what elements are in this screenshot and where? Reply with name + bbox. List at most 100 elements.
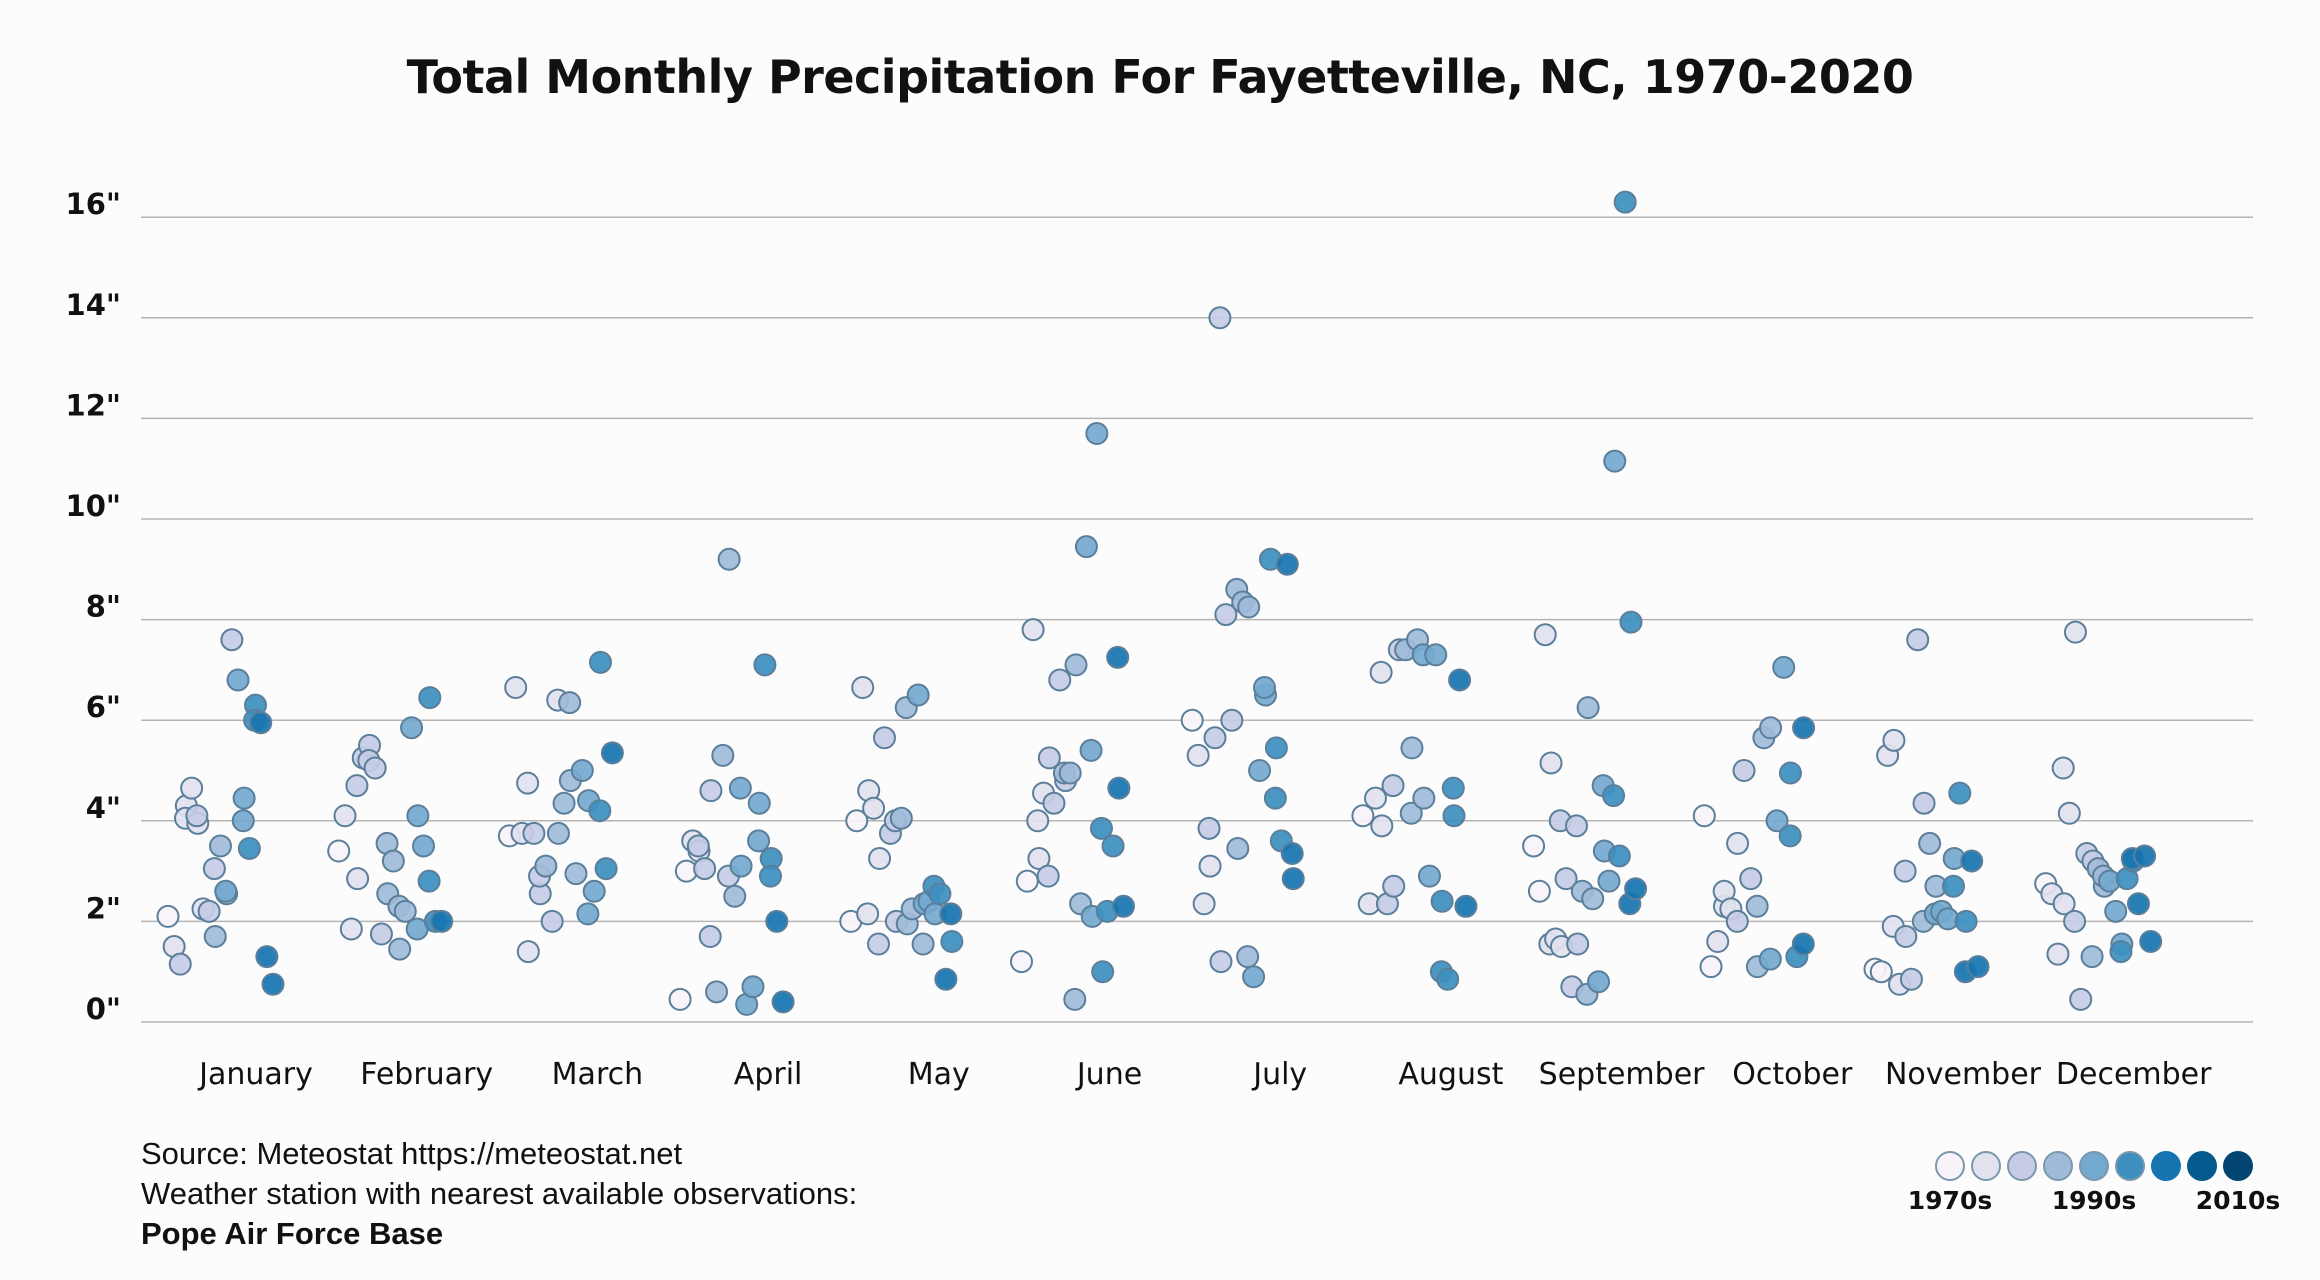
data-point [180, 776, 204, 800]
data-point [1792, 716, 1816, 740]
data-point [717, 547, 741, 571]
data-point [1758, 947, 1782, 971]
data-point [1966, 955, 1990, 979]
data-point [400, 716, 424, 740]
data-point [1522, 834, 1546, 858]
x-tick-label: May [908, 1057, 970, 1092]
x-tick-label: July [1251, 1057, 1307, 1092]
data-point [411, 834, 435, 858]
data-point [906, 683, 930, 707]
y-tick-label: 4" [86, 791, 121, 825]
data-point [1869, 960, 1893, 984]
data-point [1237, 595, 1261, 619]
data-point [1010, 950, 1033, 974]
legend-label-1970s: 1970s [1907, 1186, 1993, 1215]
data-point [1941, 874, 1965, 898]
y-tick-label: 6" [86, 690, 121, 724]
data-point [934, 967, 958, 991]
data-point [1214, 603, 1238, 627]
data-point [261, 972, 285, 996]
data-point [1587, 970, 1611, 994]
data-point [1607, 844, 1631, 868]
data-point [1624, 877, 1648, 901]
data-point [1732, 759, 1756, 782]
data-point [1725, 909, 1749, 933]
data-point [2069, 987, 2093, 1011]
data-point [232, 786, 256, 810]
data-point [1197, 816, 1221, 840]
data-point [220, 628, 244, 652]
data-point [1248, 759, 1272, 782]
data-point [1280, 841, 1304, 865]
legend-swatch [1971, 1151, 2001, 1181]
data-point [1906, 628, 1930, 652]
data-point [1772, 655, 1796, 679]
data-point [868, 847, 892, 871]
data-point [1912, 791, 1936, 815]
data-point [197, 899, 221, 923]
legend-swatch [2187, 1151, 2217, 1181]
data-point [346, 867, 370, 891]
data-point [1089, 816, 1113, 840]
data-point [393, 899, 417, 923]
data-point [845, 809, 869, 833]
data-point [1399, 801, 1423, 825]
data-point [1364, 786, 1388, 810]
data-point [226, 668, 250, 692]
data-point [1894, 924, 1918, 948]
legend-swatch [2043, 1151, 2073, 1181]
y-tick-label: 10" [66, 489, 121, 523]
x-tick-label: August [1398, 1057, 1503, 1092]
data-point [381, 849, 405, 873]
x-tick-label: January [197, 1057, 313, 1092]
data-point [729, 854, 753, 878]
data-point [2109, 940, 2133, 964]
data-point [698, 924, 722, 948]
data-point [686, 834, 710, 858]
data-point [723, 884, 747, 908]
data-point [2080, 945, 2104, 969]
data-point [1101, 834, 1125, 858]
data-point [1893, 859, 1917, 883]
data-point [753, 653, 777, 677]
data-point [1382, 874, 1406, 898]
data-point [1400, 736, 1424, 760]
y-tick-label: 0" [86, 992, 121, 1026]
data-point [1203, 726, 1227, 750]
x-tick-label: March [552, 1057, 643, 1092]
station-note: Weather station with nearest available o… [141, 1176, 858, 1211]
data-point [327, 839, 351, 863]
data-point [867, 932, 891, 956]
data-point [1448, 668, 1472, 692]
x-tick-label: December [2056, 1057, 2212, 1092]
data-point [1597, 869, 1621, 893]
data-point [1079, 738, 1103, 762]
data-point [203, 924, 227, 948]
data-point [430, 909, 454, 933]
data-point [1412, 786, 1436, 810]
data-point [1613, 190, 1637, 214]
data-point [851, 676, 875, 700]
data-point [1048, 668, 1072, 692]
data-point [417, 869, 441, 893]
data-point [1275, 552, 1299, 576]
data-point [1603, 449, 1627, 473]
data-point [588, 799, 612, 823]
legend-swatch [2007, 1151, 2037, 1181]
data-point [1739, 867, 1763, 891]
data-point [1085, 421, 1109, 445]
data-point [1454, 894, 1478, 918]
data-point [1037, 746, 1061, 770]
data-point [1242, 965, 1266, 989]
data-point [741, 975, 765, 999]
data-point [911, 932, 935, 956]
data-point [1026, 809, 1050, 833]
data-point [1106, 645, 1130, 669]
data-point [406, 804, 430, 828]
data-point [1554, 867, 1578, 891]
data-point [582, 879, 606, 903]
data-point [1602, 784, 1626, 808]
data-point [1091, 960, 1115, 984]
x-tick-label: September [1539, 1057, 1705, 1092]
data-point [1281, 867, 1305, 891]
